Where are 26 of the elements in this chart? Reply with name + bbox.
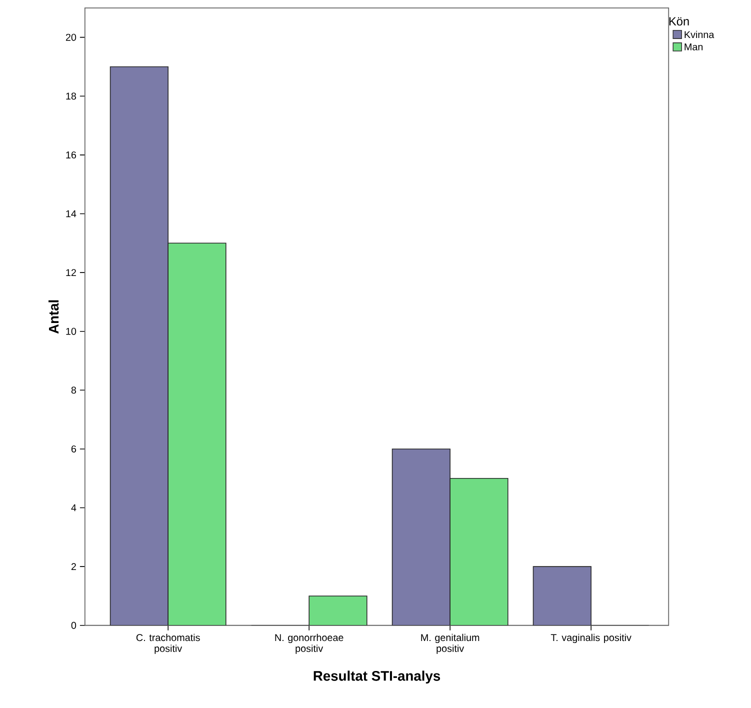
bar xyxy=(110,66,168,626)
y-tick-label: 0 xyxy=(71,622,76,629)
y-tick-label: 12 xyxy=(66,269,76,276)
y-tick-label: 2 xyxy=(71,563,76,570)
bar xyxy=(392,449,450,626)
legend-title: Kön xyxy=(669,17,689,26)
legend-label: Kvinna xyxy=(684,30,714,38)
y-tick-label: 10 xyxy=(66,328,76,335)
x-axis-title: Resultat STI-analys xyxy=(314,670,440,684)
legend-label: Man xyxy=(684,44,703,50)
y-tick-label: 6 xyxy=(71,446,76,453)
bar xyxy=(532,566,592,626)
x-tick-label: M. genitalium positiv xyxy=(421,634,480,654)
x-tick-label: N. gonorrhoeae positiv xyxy=(275,634,344,654)
y-tick-label: 16 xyxy=(66,152,76,159)
bar xyxy=(168,242,226,626)
bar xyxy=(450,478,508,626)
y-tick-label: 4 xyxy=(71,504,76,512)
y-tick-label: 20 xyxy=(66,34,76,41)
x-tick-label: T. vaginalis positiv xyxy=(550,634,632,644)
y-tick-label: 18 xyxy=(66,92,76,100)
bar xyxy=(308,596,368,626)
y-axis-title: Antal xyxy=(48,300,59,334)
x-tick-label: C. trachomatis positiv xyxy=(136,634,200,654)
y-tick-label: 14 xyxy=(66,210,76,218)
y-tick-label: 8 xyxy=(71,386,76,394)
